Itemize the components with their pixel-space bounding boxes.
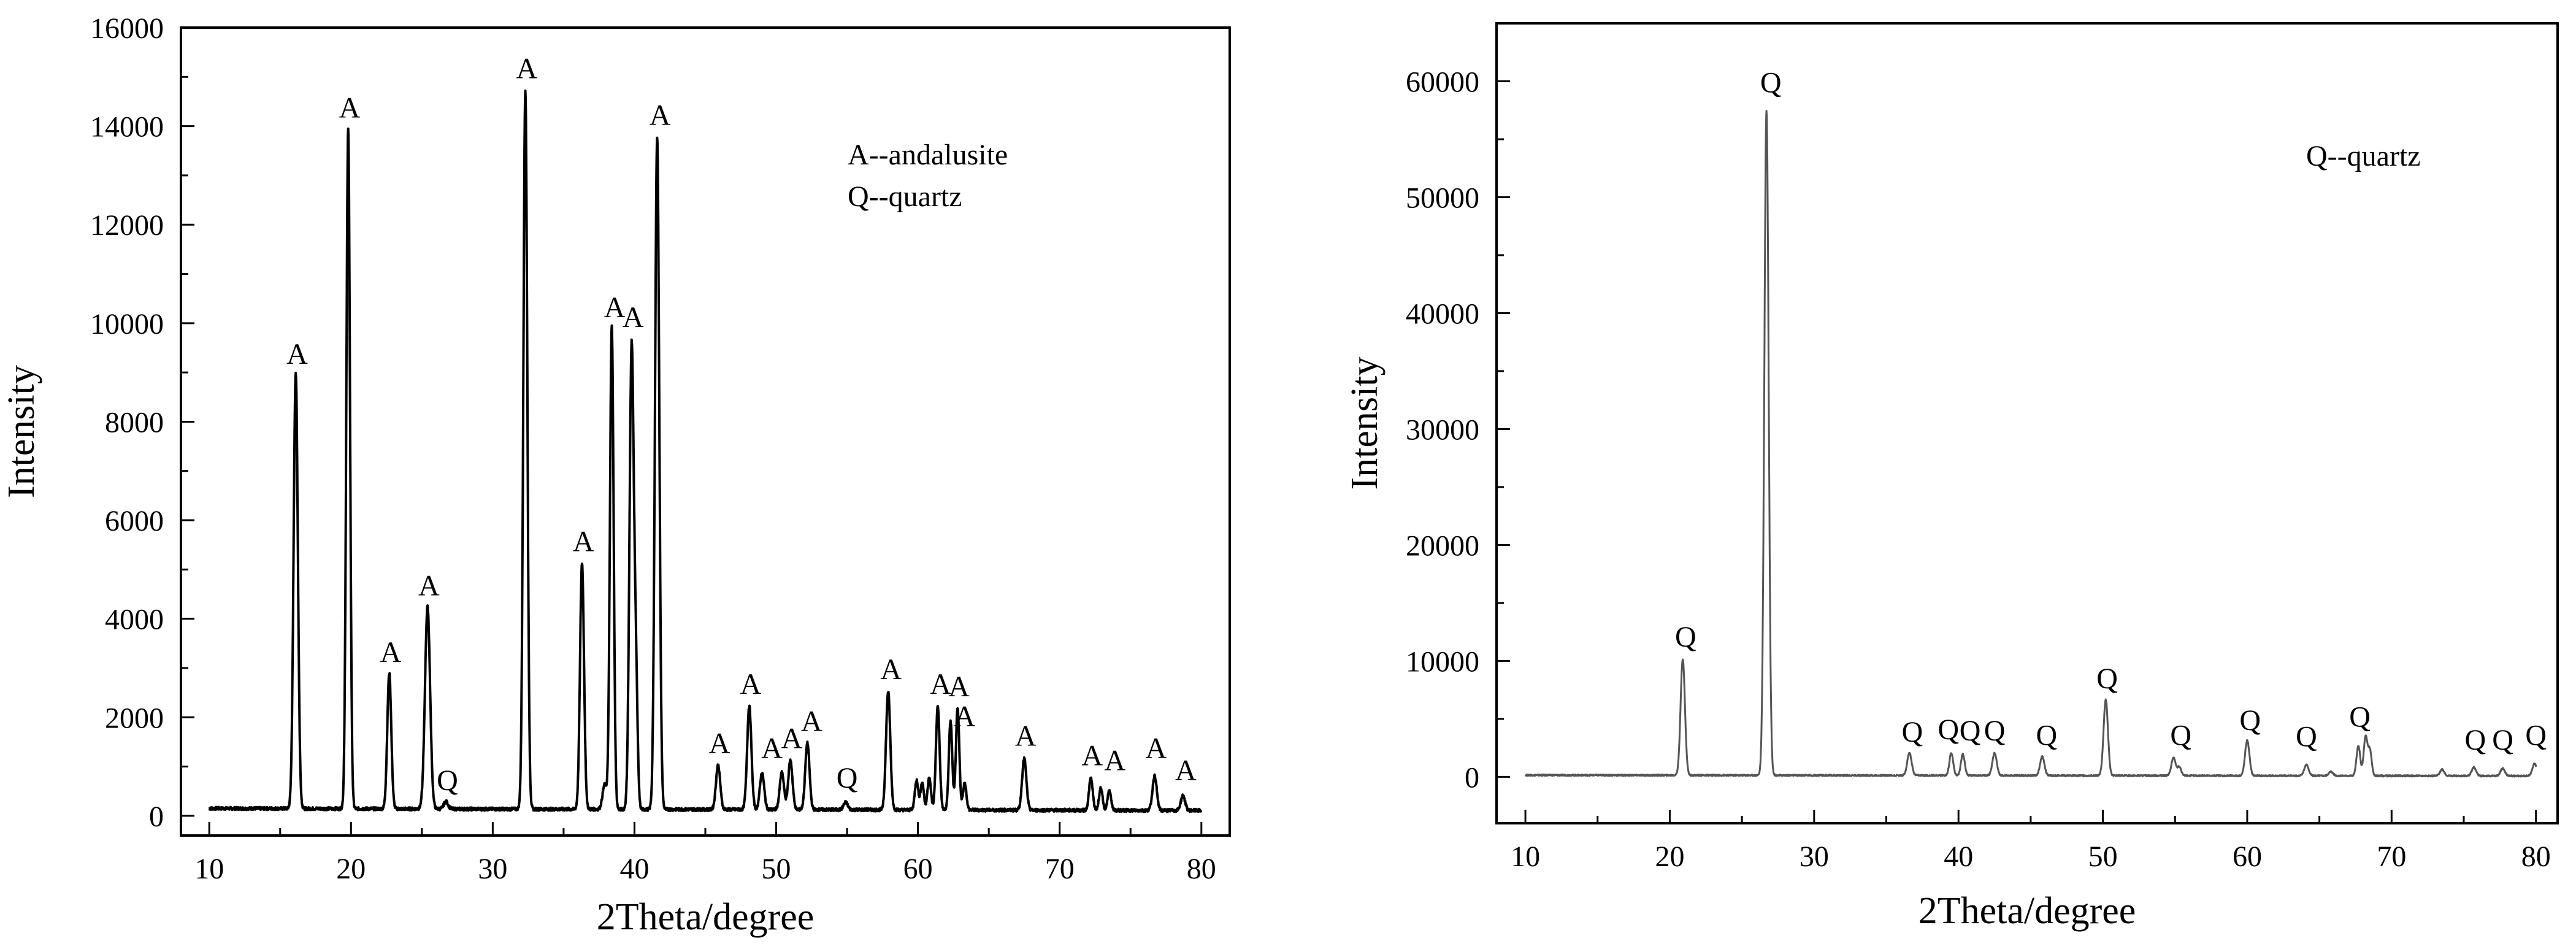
peak-label: A — [604, 291, 626, 324]
plot-frame — [180, 26, 1231, 837]
peak-label: Q — [2170, 720, 2191, 752]
x-tick-label: 30 — [478, 853, 507, 885]
y-tick-label: 20000 — [1406, 529, 1479, 562]
peak-label: Q — [1760, 67, 1782, 99]
series-line — [1524, 110, 2537, 778]
peak-label: A — [948, 670, 970, 703]
y-tick-label: 2000 — [105, 702, 164, 734]
peak-label: A — [801, 705, 822, 737]
peak-label: A — [1175, 755, 1197, 787]
peak-label: Q — [2465, 724, 2486, 756]
x-tick-label: 70 — [2377, 840, 2406, 873]
x-tick-label: 80 — [1187, 853, 1216, 885]
peak-label: Q — [1984, 715, 2006, 747]
peak-label: A — [573, 525, 594, 558]
y-axis-label: Intensity — [1344, 357, 1386, 490]
peak-label: A — [339, 92, 361, 125]
peak-label: A — [930, 668, 951, 701]
legend-entry: Q--quartz — [848, 180, 962, 213]
x-tick-label: 70 — [1045, 853, 1075, 885]
y-tick-label: 60000 — [1406, 66, 1479, 98]
chart-andalusite: 10 20 30 40 50 60 70 80 0 2000 4000 6000 8000 10000 12… — [1, 12, 1231, 938]
x-tick-label: 60 — [903, 853, 933, 885]
chart-quartz: 10 20 30 40 50 60 70 80 0 10000 20000 30000 40000 500… — [1344, 22, 2559, 932]
x-tick-label: 60 — [2233, 840, 2262, 873]
peak-label: A — [380, 636, 402, 669]
peak-label: Q — [2239, 704, 2261, 737]
y-tick-label: 10000 — [90, 308, 164, 340]
plot-frame — [1495, 22, 2559, 824]
x-tick-label: 80 — [2521, 840, 2551, 873]
y-tick-label: 0 — [1465, 761, 1479, 794]
peak-label: Q — [1902, 716, 1923, 748]
peak-label: A — [516, 52, 538, 85]
peak-label: A — [650, 99, 671, 132]
x-tick-label: 10 — [194, 853, 224, 885]
x-tick-label: 40 — [1944, 840, 1973, 873]
y-tick-label: 8000 — [105, 406, 164, 439]
y-tick-label: 10000 — [1406, 645, 1479, 678]
peak-label: A — [781, 723, 803, 755]
legend-entry: Q--quartz — [2306, 140, 2421, 172]
peak-label: A — [761, 732, 783, 765]
y-tick-label: 14000 — [90, 111, 164, 144]
peak-label: A — [880, 653, 902, 686]
peak-label: A — [1015, 720, 1037, 752]
y-tick-label: 30000 — [1406, 413, 1479, 446]
x-tick-label: 50 — [2088, 840, 2118, 873]
peak-label: Q — [1675, 621, 1696, 653]
peak-label: A — [740, 668, 762, 701]
peak-label: Q — [2525, 720, 2547, 752]
x-axis-label: 2Theta/degree — [1919, 890, 2136, 932]
x-tick-label: 30 — [1800, 840, 1829, 873]
peak-label: Q — [2036, 720, 2057, 752]
x-tick-label: 20 — [1655, 840, 1684, 873]
peak-label: Q — [2492, 724, 2513, 756]
peak-label: Q — [1938, 713, 1959, 746]
peak-label: Q — [1960, 715, 1981, 747]
y-axis-label: Intensity — [1, 365, 42, 498]
y-tick-label: 6000 — [105, 505, 164, 537]
peak-label: A — [1146, 732, 1167, 765]
x-tick-label: 40 — [619, 853, 649, 885]
y-tick-label: 4000 — [105, 604, 164, 636]
peak-label: A — [954, 700, 976, 732]
peak-label: Q — [2296, 720, 2317, 753]
peak-label: A — [1082, 740, 1103, 772]
x-axis-label: 2Theta/degree — [597, 896, 815, 938]
peak-label: A — [709, 728, 730, 760]
peak-label: A — [418, 570, 440, 602]
legend-entry: A--andalusite — [848, 139, 1008, 171]
y-tick-label: 40000 — [1406, 298, 1479, 330]
peak-label: Q — [437, 764, 458, 797]
y-tick-label: 16000 — [90, 12, 164, 45]
peak-label: A — [1104, 745, 1125, 777]
peak-label: Q — [837, 762, 858, 794]
x-tick-label: 50 — [762, 853, 791, 885]
x-tick-label: 10 — [1511, 840, 1540, 873]
peak-label: A — [286, 338, 308, 371]
series-line — [208, 89, 1203, 813]
peak-label: Q — [2349, 701, 2371, 733]
y-tick-label: 0 — [149, 801, 164, 833]
peak-label: Q — [2096, 663, 2118, 695]
x-tick-label: 20 — [336, 853, 366, 885]
y-tick-label: 12000 — [90, 209, 164, 242]
y-tick-label: 50000 — [1406, 182, 1479, 214]
peak-label: A — [623, 301, 644, 334]
